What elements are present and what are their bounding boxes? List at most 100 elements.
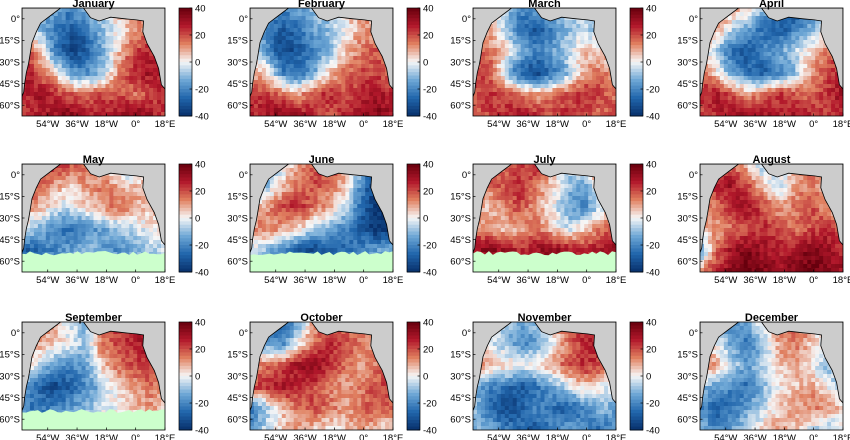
heat-cell (504, 80, 510, 85)
heat-cell (735, 20, 741, 25)
heat-cell (125, 84, 130, 89)
heat-cell (496, 48, 502, 53)
heat-cell (500, 88, 506, 93)
heat-cell (105, 184, 110, 189)
heat-cell (329, 100, 335, 105)
heat-cell (153, 220, 158, 225)
heat-cell (137, 96, 142, 101)
heat-cell (77, 220, 83, 225)
heat-cell (137, 24, 142, 29)
heat-cell (149, 76, 154, 81)
heat-cell (783, 68, 788, 73)
heat-cell (265, 72, 271, 77)
colorbar-step (179, 62, 192, 66)
heat-cell (149, 92, 154, 97)
heat-cell (787, 96, 792, 101)
heat-cell (787, 36, 792, 41)
heat-cell (353, 100, 358, 105)
heat-cell (121, 188, 126, 193)
heat-cell (711, 40, 717, 45)
heat-cell (763, 40, 769, 45)
y-tick-label: 60°S (227, 101, 248, 112)
heat-cell (361, 24, 366, 29)
heat-cell (117, 48, 122, 53)
heat-cell (803, 60, 808, 65)
heat-cell (309, 28, 315, 33)
heat-cell (149, 240, 154, 245)
heat-cell (759, 68, 765, 73)
heat-cell (556, 20, 561, 25)
heat-cell (759, 60, 765, 65)
heat-cell (273, 80, 279, 85)
heat-cell (285, 56, 291, 61)
heat-cell (89, 180, 95, 185)
heat-cell (277, 24, 283, 29)
heat-cell (153, 240, 158, 245)
heat-cell (69, 36, 75, 41)
heat-cell (739, 68, 745, 73)
heat-cell (129, 60, 134, 65)
heat-cell (496, 24, 502, 29)
heat-cell (743, 16, 749, 21)
heat-cell (831, 60, 836, 65)
heat-cell (281, 48, 287, 53)
heat-cell (101, 248, 107, 253)
heat-cell (572, 60, 577, 65)
heat-cell (85, 32, 91, 37)
heat-cell (153, 232, 158, 237)
heat-cell (548, 64, 554, 69)
heat-cell (85, 16, 91, 21)
heat-cell (25, 108, 31, 113)
heat-cell (715, 80, 721, 85)
heat-cell (500, 104, 506, 109)
heat-cell (89, 52, 95, 57)
heat-cell (592, 100, 597, 105)
heat-cell (783, 112, 788, 116)
heat-cell (592, 64, 597, 69)
heat-cell (365, 104, 370, 109)
heat-cell (53, 224, 59, 229)
heat-cell (329, 108, 335, 113)
heat-cell (357, 88, 362, 93)
heat-cell (763, 92, 769, 97)
heat-cell (807, 84, 812, 89)
heat-cell (759, 64, 765, 69)
heat-cell (121, 80, 126, 85)
heat-cell (783, 72, 788, 77)
heat-cell (496, 108, 502, 113)
heat-cell (771, 48, 777, 53)
heat-cell (141, 88, 146, 93)
heat-cell (85, 48, 91, 53)
heat-cell (49, 224, 55, 229)
heat-cell (93, 176, 99, 181)
heat-cell (321, 24, 327, 29)
heat-cell (791, 112, 796, 116)
heat-cell (759, 100, 765, 105)
heat-cell (735, 8, 741, 13)
colorbar-step (407, 11, 420, 16)
heat-cell (113, 232, 118, 237)
heat-cell (612, 92, 616, 97)
heat-cell (532, 44, 538, 49)
heat-cell (297, 56, 303, 61)
heat-cell (73, 88, 79, 93)
heat-cell (285, 112, 291, 116)
heat-cell (149, 72, 154, 77)
heat-cell (269, 80, 275, 85)
heat-cell (552, 52, 558, 57)
heat-cell (715, 96, 721, 101)
heat-cell (121, 92, 126, 97)
heat-cell (313, 72, 319, 77)
colorbar-step (630, 99, 643, 104)
heat-cell (385, 76, 390, 81)
heat-cell (129, 196, 134, 201)
heat-cell (77, 88, 83, 93)
heat-cell (121, 236, 126, 241)
heat-cell (580, 56, 585, 61)
heat-cell (361, 40, 366, 45)
heat-cell (37, 84, 43, 89)
heat-cell (723, 36, 729, 41)
heat-cell (783, 104, 788, 109)
heat-cell (145, 96, 150, 101)
